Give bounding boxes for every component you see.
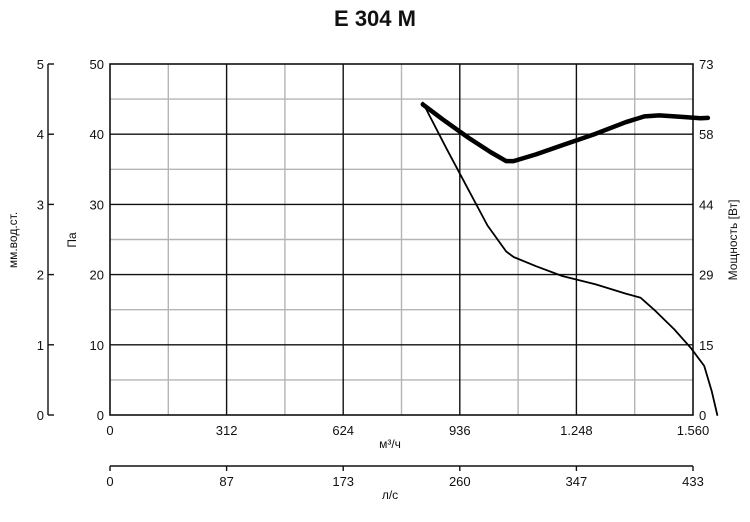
y-outer-tick-label: 0 [37,408,44,423]
x-flow-m3h-tick-label: 312 [216,423,238,438]
y-pascal-tick-label: 0 [97,408,104,423]
x-flow-m3h-tick-label: 1.248 [560,423,593,438]
x-flow-ls-tick-label: 0 [106,474,113,489]
y-axis-label-mm-water: мм.вод.ст. [6,212,20,268]
y-power-tick-label: 15 [699,338,713,353]
y-outer-tick-label: 3 [37,197,44,212]
y-axis-label-pascal: Па [65,232,79,248]
power-curve-line [420,102,711,164]
y-outer-tick-label: 2 [37,268,44,283]
x-flow-m3h-tick-label: 624 [332,423,354,438]
y-outer-tick-label: 4 [37,127,44,142]
y-pascal-tick-label: 30 [90,197,104,212]
y-axis-label-power: Мощность [Вт] [726,200,740,281]
x-flow-ls-tick-label: 87 [219,474,233,489]
y-pascal-tick-label: 40 [90,127,104,142]
x-flow-ls-tick-label: 433 [682,474,704,489]
y-outer-tick-label: 5 [37,57,44,72]
y-power-tick-label: 44 [699,197,713,212]
y-pascal-tick-label: 20 [90,268,104,283]
y-pascal-tick-label: 50 [90,57,104,72]
axes [47,63,694,471]
x-flow-m3h-tick-label: 1.560 [677,423,710,438]
y-power-tick-label: 73 [699,57,713,72]
y-power-tick-label: 58 [699,127,713,142]
grid [110,64,693,415]
x-flow-ls-tick-label: 347 [566,474,588,489]
x-flow-m3h-tick-label: 936 [449,423,471,438]
y-outer-tick-label: 1 [37,338,44,353]
y-pascal-tick-label: 10 [90,338,104,353]
x-axis-label-flow-ls: л/с [382,488,398,502]
x-axis-label-flow-m3h: м³/ч [379,437,401,451]
x-flow-ls-tick-label: 173 [332,474,354,489]
x-flow-ls-tick-label: 260 [449,474,471,489]
y-power-tick-label: 0 [699,408,706,423]
y-power-tick-label: 29 [699,268,713,283]
pressure-curve-line [421,101,719,416]
x-flow-m3h-tick-label: 0 [106,423,113,438]
series [420,101,719,416]
chart-title: E 304 M [334,6,416,31]
plot-frame [109,63,694,416]
